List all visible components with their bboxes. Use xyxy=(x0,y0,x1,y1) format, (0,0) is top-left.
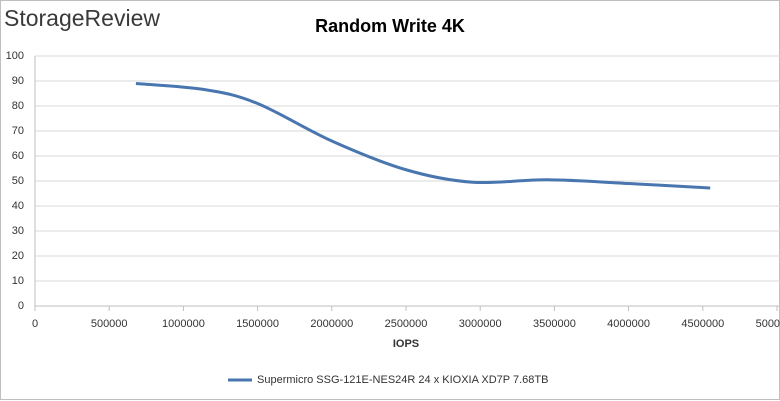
y-tick-label: 40 xyxy=(12,200,24,212)
logo: StorageReview xyxy=(4,5,160,31)
legend: Supermicro SSG-121E-NES24R 24 x KIOXIA X… xyxy=(228,374,548,386)
x-tick-label: 2500000 xyxy=(385,318,428,330)
x-tick-label: 500000 xyxy=(91,318,128,330)
y-tick-label: 80 xyxy=(12,100,24,112)
x-tick-label: 3000000 xyxy=(459,318,502,330)
y-tick-label: 0 xyxy=(18,300,24,312)
y-tick-label: 100 xyxy=(6,50,24,62)
y-tick-label: 70 xyxy=(12,125,24,137)
y-tick-label: 10 xyxy=(12,275,24,287)
legend-label: Supermicro SSG-121E-NES24R 24 x KIOXIA X… xyxy=(257,374,548,386)
x-tick-label: 2000000 xyxy=(310,318,353,330)
y-tick-label: 90 xyxy=(12,75,24,87)
chart-title: Random Write 4K xyxy=(315,16,465,36)
x-tick-label: 1000000 xyxy=(162,318,205,330)
x-tick-label: 4000000 xyxy=(607,318,650,330)
x-axis-title: IOPS xyxy=(393,338,419,350)
x-tick-label: 4500000 xyxy=(681,318,724,330)
y-tick-label: 60 xyxy=(12,150,24,162)
y-tick-label: 50 xyxy=(12,175,24,187)
y-tick-label: 30 xyxy=(12,225,24,237)
x-tick-label: 0 xyxy=(32,318,38,330)
x-tick-label: 1500000 xyxy=(236,318,279,330)
x-tick-label: 3500000 xyxy=(533,318,576,330)
y-tick-label: 20 xyxy=(12,250,24,262)
data-line xyxy=(135,82,711,190)
x-tick-label: 5000000 xyxy=(756,318,780,330)
